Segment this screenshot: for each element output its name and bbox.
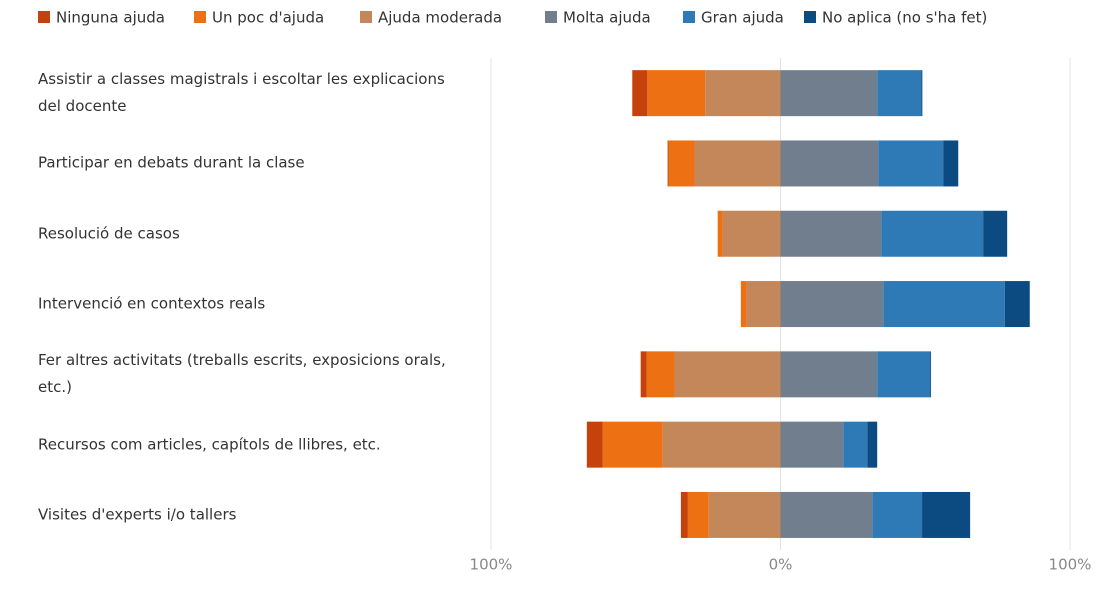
category-label: Participar en debats durant la clase (38, 153, 305, 172)
bar-segment (647, 70, 706, 117)
bar-segment (878, 140, 944, 187)
legend-label: Molta ajuda (563, 9, 651, 27)
bar-segment (717, 210, 723, 257)
bar-segment (921, 70, 923, 117)
bar-segment (646, 351, 675, 398)
bar-segment (586, 421, 603, 468)
category-label: Assistir a classes magistrals i escoltar… (38, 70, 445, 116)
bar-segment (780, 210, 882, 257)
legend-label: No aplica (no s'ha fet) (822, 9, 987, 27)
bar-segment (780, 351, 878, 398)
category-label: Resolució de casos (38, 224, 180, 243)
legend-label: Un poc d'ajuda (212, 9, 324, 27)
bar-segment (694, 140, 781, 187)
legend-label: Ajuda moderada (378, 9, 502, 27)
legend-swatch (545, 11, 557, 23)
bar-segment (872, 491, 923, 538)
category-label: Visites d'experts i/o tallers (38, 505, 237, 524)
bar-segment (746, 281, 781, 328)
bar-segment (867, 421, 878, 468)
bar-segment (780, 70, 878, 117)
bar-segment (922, 491, 971, 538)
x-tick-label: 100% (470, 556, 513, 574)
bar-segment (705, 70, 781, 117)
legend-swatch (38, 11, 50, 23)
category-label: Fer altres activitats (treballs escrits,… (38, 351, 446, 397)
bar-segment (1004, 281, 1030, 328)
bar-segment (877, 351, 931, 398)
category-label: Recursos com articles, capítols de llibr… (38, 435, 381, 454)
bar-segment (780, 140, 879, 187)
bar-segment (843, 421, 868, 468)
bar-segment (780, 491, 873, 538)
bar-segment (930, 351, 932, 398)
legend-swatch (804, 11, 816, 23)
bar-segment (668, 140, 695, 187)
bar-segment (602, 421, 663, 468)
x-tick-label: 0% (769, 556, 793, 574)
bar-segment (708, 491, 781, 538)
bar-segment (632, 70, 648, 117)
bar-segment (943, 140, 959, 187)
bar-segment (722, 210, 781, 257)
legend-label: Gran ajuda (701, 9, 784, 27)
bar-segment (780, 281, 884, 328)
legend-swatch (194, 11, 206, 23)
bar-segment (740, 281, 747, 328)
category-label: Intervenció en contextos reals (38, 294, 266, 313)
legend-swatch (683, 11, 695, 23)
bar-segment (687, 491, 709, 538)
legend-label: Ninguna ajuda (56, 9, 165, 27)
bar-segment (680, 491, 688, 538)
bar-segment (883, 281, 1005, 328)
bar-segment (667, 140, 669, 187)
bar-segment (674, 351, 781, 398)
bar-segment (780, 421, 844, 468)
legend-swatch (360, 11, 372, 23)
bar-segment (881, 210, 984, 257)
bar-segment (983, 210, 1008, 257)
x-tick-label: 100% (1049, 556, 1092, 574)
bar-segment (640, 351, 647, 398)
bar-segment (662, 421, 781, 468)
bar-segment (877, 70, 922, 117)
